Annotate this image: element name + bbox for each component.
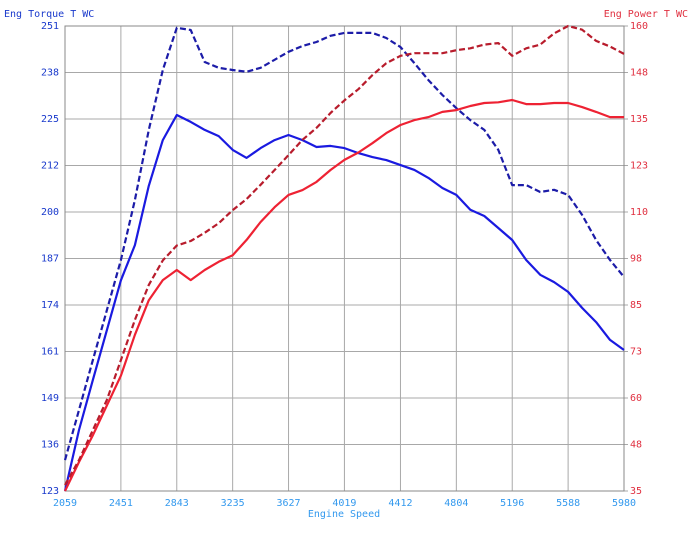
series-line <box>63 26 625 461</box>
y-tick-label: 149 <box>41 393 59 404</box>
y-tick-label: 187 <box>41 254 59 265</box>
x-tick-label: 4412 <box>388 498 412 509</box>
series-line <box>64 24 625 486</box>
x-tick-label: 5588 <box>556 498 580 509</box>
y2-tick-label: 73 <box>630 347 642 358</box>
y2-tick-label: 160 <box>630 21 648 32</box>
y2-tick-label: 60 <box>630 393 642 404</box>
y2-tick-label: 98 <box>630 254 642 265</box>
x-tick-label: 5980 <box>612 498 636 509</box>
x-tick-label: 3235 <box>221 498 245 509</box>
x-tick-label: 4019 <box>332 498 356 509</box>
y-tick-label: 123 <box>41 486 59 497</box>
x-axis-title: Engine Speed <box>308 509 380 520</box>
plot-frame <box>64 25 625 492</box>
x-tick-label: 4804 <box>444 498 468 509</box>
y-tick-label: 174 <box>41 300 59 311</box>
y2-tick-label: 123 <box>630 161 648 172</box>
y-axis-title: Eng Torque T WC <box>4 9 94 20</box>
y-tick-label: 136 <box>41 440 59 451</box>
y2-axis-title: Eng Power T WC <box>604 9 688 20</box>
y-tick-label: 238 <box>41 68 59 79</box>
y2-tick-label: 48 <box>630 440 642 451</box>
y-tick-label: 161 <box>41 347 59 358</box>
series-line <box>64 98 624 492</box>
y-tick-label: 225 <box>41 114 59 125</box>
x-tick-label: 2059 <box>53 498 77 509</box>
y2-tick-label: 85 <box>630 300 642 311</box>
y2-tick-label: 148 <box>630 68 648 79</box>
y-tick-label: 251 <box>41 21 59 32</box>
y2-tick-label: 35 <box>630 486 642 497</box>
x-tick-label: 2843 <box>165 498 189 509</box>
series-line <box>63 113 625 492</box>
x-tick-label: 3627 <box>276 498 300 509</box>
y-tick-label: 212 <box>41 161 59 172</box>
y2-tick-label: 110 <box>630 207 648 218</box>
y2-tick-label: 135 <box>630 114 648 125</box>
x-tick-label: 2451 <box>109 498 133 509</box>
y-tick-label: 200 <box>41 207 59 218</box>
x-tick-label: 5196 <box>500 498 524 509</box>
